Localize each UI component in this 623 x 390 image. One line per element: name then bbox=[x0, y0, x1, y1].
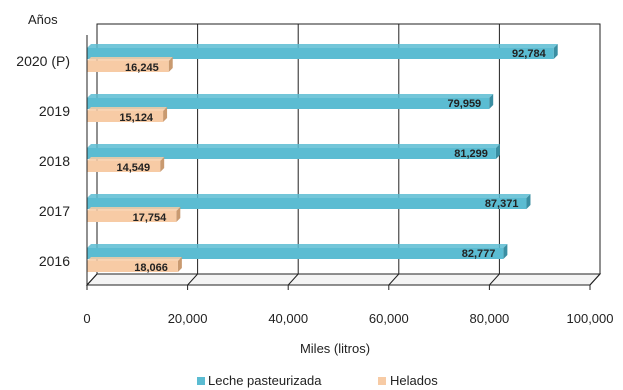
bar-leche-3 bbox=[87, 194, 531, 209]
bar-helados-4-side bbox=[177, 257, 182, 272]
bar-leche-4 bbox=[87, 244, 508, 259]
bar-helados-2 bbox=[87, 157, 165, 172]
bar-leche-1 bbox=[87, 94, 494, 109]
x-tick-label: 60,000 bbox=[369, 311, 409, 326]
y-category-label: 2016 bbox=[39, 253, 70, 269]
y-category-label: 2020 (P) bbox=[16, 53, 70, 69]
bar-leche-1-side bbox=[489, 94, 494, 109]
bar-helados-2-face bbox=[87, 161, 161, 172]
bar-leche-4-top bbox=[87, 244, 508, 248]
bars bbox=[87, 44, 558, 272]
bar-leche-4-face bbox=[87, 248, 504, 259]
bar-helados-3-top bbox=[87, 207, 181, 211]
data-label-helados: 18,066 bbox=[134, 262, 168, 274]
data-label-leche: 87,371 bbox=[485, 198, 519, 210]
axes: 0 20,000 40,000 60,000 80,000 100,000 bbox=[83, 35, 614, 326]
floor-gridline-x bbox=[589, 273, 601, 286]
floor-gridline-x bbox=[86, 273, 98, 286]
data-labels: 92,784 16,245 2020 (P) 79,959 15,124 2019 81,2… bbox=[16, 48, 546, 274]
bar-helados-4-face bbox=[87, 261, 178, 272]
legend: Leche pasteurizada Helados bbox=[197, 373, 438, 388]
bar-helados-3 bbox=[87, 207, 181, 222]
bar-helados-1 bbox=[87, 107, 168, 122]
y-category-label: 2019 bbox=[39, 103, 70, 119]
x-tick-label: 0 bbox=[83, 311, 90, 326]
bar-leche-2-top bbox=[87, 144, 500, 148]
bar-helados-3-face bbox=[87, 211, 177, 222]
bar-helados-4-top bbox=[87, 257, 182, 261]
legend-label-leche: Leche pasteurizada bbox=[208, 373, 322, 388]
bar-helados-2-top bbox=[87, 157, 165, 161]
data-label-leche: 92,784 bbox=[512, 48, 547, 60]
x-tick-label: 80,000 bbox=[470, 311, 510, 326]
bar-helados-2-side bbox=[160, 157, 165, 172]
bar-helados-0-top bbox=[87, 57, 173, 61]
data-label-leche: 79,959 bbox=[448, 98, 482, 110]
bar-leche-1-face bbox=[87, 98, 490, 109]
bar-helados-1-face bbox=[87, 111, 164, 122]
x-tick-label: 40,000 bbox=[268, 311, 308, 326]
legend-swatch-helados bbox=[378, 377, 386, 385]
data-label-leche: 82,777 bbox=[462, 248, 496, 260]
data-label-helados: 15,124 bbox=[119, 112, 154, 124]
bar-leche-2 bbox=[87, 144, 500, 159]
bar-helados-1-side bbox=[163, 107, 168, 122]
data-label-helados: 14,549 bbox=[117, 162, 151, 174]
bar-leche-0-side bbox=[553, 44, 558, 59]
data-label-helados: 17,754 bbox=[133, 212, 168, 224]
floor-gridline-x bbox=[287, 273, 299, 286]
y-category-label: 2017 bbox=[39, 203, 70, 219]
floor-gridline-x bbox=[489, 273, 500, 286]
data-label-helados: 16,245 bbox=[125, 62, 159, 74]
bar-leche-2-face bbox=[87, 148, 496, 159]
x-axis-title: Miles (litros) bbox=[300, 341, 370, 356]
y-category-label: 2018 bbox=[39, 153, 70, 169]
bar-leche-0-top bbox=[87, 44, 558, 48]
floor-gridline-x bbox=[187, 273, 198, 286]
bar-leche-3-side bbox=[526, 194, 531, 209]
bar-leche-0 bbox=[87, 44, 558, 59]
y-axis-title: Años bbox=[28, 12, 58, 27]
legend-swatch-leche bbox=[197, 377, 205, 385]
floor-gridline-x bbox=[388, 273, 400, 286]
bar-helados-0 bbox=[87, 57, 173, 72]
bar-leche-3-top bbox=[87, 194, 531, 198]
legend-label-helados: Helados bbox=[390, 373, 438, 388]
bar-leche-3-face bbox=[87, 198, 527, 209]
bar-leche-1-top bbox=[87, 94, 494, 98]
bar-leche-0-face bbox=[87, 48, 554, 59]
x-tick-label: 100,000 bbox=[567, 311, 614, 326]
bar-helados-4 bbox=[87, 257, 182, 272]
floor bbox=[85, 273, 602, 286]
bar-leche-2-side bbox=[495, 144, 500, 159]
bar-helados-3-side bbox=[176, 207, 181, 222]
bar-helados-1-top bbox=[87, 107, 168, 111]
data-label-leche: 81,299 bbox=[454, 148, 488, 160]
bar-helados-0-side bbox=[168, 57, 173, 72]
bar-leche-4-side bbox=[503, 244, 508, 259]
bar-helados-0-face bbox=[87, 61, 169, 72]
x-tick-label: 20,000 bbox=[168, 311, 208, 326]
